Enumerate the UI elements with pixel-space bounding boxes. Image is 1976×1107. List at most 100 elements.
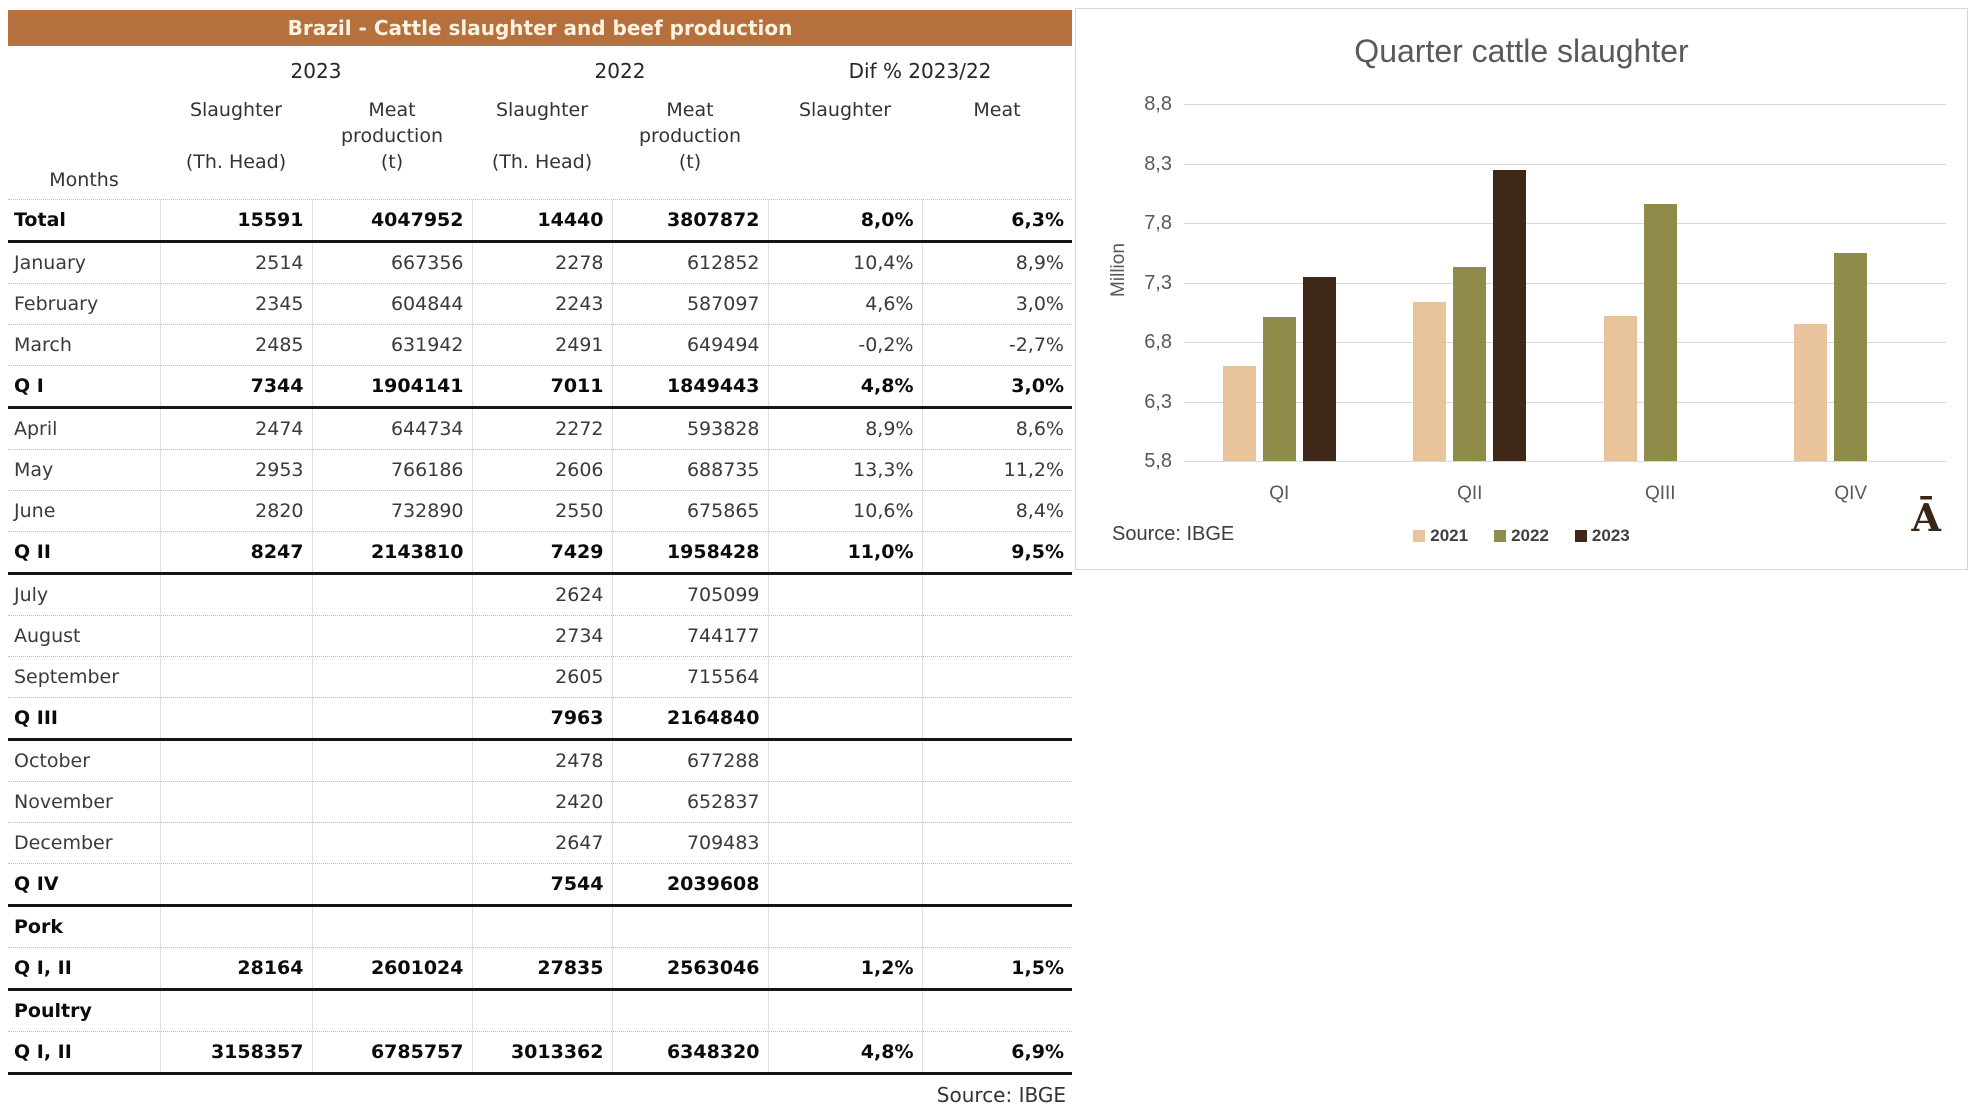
value-cell: 2491 xyxy=(472,324,613,366)
table-row: June 2820 732890 2550 675865 10,6% 8,4% xyxy=(8,490,1072,532)
gridline xyxy=(1184,163,1946,165)
value-cell: 11,2% xyxy=(922,449,1072,491)
value-cell xyxy=(922,905,1072,948)
value-cell xyxy=(922,697,1072,741)
watermark-a-glyph: Ā xyxy=(1911,495,1941,540)
row-label: June xyxy=(8,490,161,532)
value-cell: 744177 xyxy=(612,615,769,657)
value-cell xyxy=(922,863,1072,907)
value-cell: 10,4% xyxy=(768,241,923,284)
chart-panel: Quarter cattle slaughter Million QI QII QI… xyxy=(1075,8,1968,570)
value-cell: 10,6% xyxy=(768,490,923,532)
value-cell: 688735 xyxy=(612,449,769,491)
value-cell xyxy=(768,905,923,948)
dif-slaughter-header: Slaughter xyxy=(768,89,922,200)
bar-2023-QI xyxy=(1302,277,1336,461)
value-cell: 2039608 xyxy=(612,863,769,907)
row-label: Total xyxy=(8,199,161,243)
value-cell xyxy=(160,863,313,907)
value-cell xyxy=(768,989,923,1032)
value-cell: 604844 xyxy=(312,283,473,325)
value-cell: 587097 xyxy=(612,283,769,325)
value-cell: 11,0% xyxy=(768,531,923,575)
value-cell xyxy=(612,989,769,1032)
year-2022-header: 2022 xyxy=(594,59,646,83)
value-cell: 675865 xyxy=(612,490,769,532)
value-cell: 1849443 xyxy=(612,365,769,409)
value-cell: 7544 xyxy=(472,863,613,907)
value-cell: 6,9% xyxy=(922,1031,1072,1075)
table-row: September 2605 715564 xyxy=(8,656,1072,698)
row-label: Q I, II xyxy=(8,947,161,991)
value-cell: 2953 xyxy=(160,449,313,491)
value-cell xyxy=(922,573,1072,616)
table-row: May 2953 766186 2606 688735 13,3% 11,2% xyxy=(8,449,1072,491)
value-cell: 2606 xyxy=(472,449,613,491)
year-2023-header: 2023 xyxy=(290,59,342,83)
y-tick-label: 6,8 xyxy=(1144,331,1172,353)
value-cell: 649494 xyxy=(612,324,769,366)
y-tick-label: 6,3 xyxy=(1144,390,1172,413)
chart-title: Quarter cattle slaughter xyxy=(1354,33,1689,69)
column-header-row: Months Slaughter (Th. Head) Meat product… xyxy=(8,89,1072,200)
value-cell xyxy=(922,822,1072,864)
table-row: October 2478 677288 xyxy=(8,739,1072,782)
value-cell xyxy=(312,822,473,864)
row-label: October xyxy=(8,739,161,782)
value-cell: 2143810 xyxy=(312,531,473,575)
empty-header-cell xyxy=(8,46,160,89)
value-cell: 3,0% xyxy=(922,283,1072,325)
value-cell: 3158357 xyxy=(160,1031,313,1075)
value-cell xyxy=(768,656,923,698)
value-cell: 3,0% xyxy=(922,365,1072,409)
value-cell: 2563046 xyxy=(612,947,769,991)
production-table: 2023 2022 Dif % 2023/22 Months Slaughter… xyxy=(8,46,1072,1075)
gridline xyxy=(1184,223,1946,224)
table-row: January 2514 667356 2278 612852 10,4% 8,9% xyxy=(8,241,1072,284)
chart-source: Source: IBGE xyxy=(1112,523,1235,545)
value-cell: 2605 xyxy=(472,656,613,698)
value-cell: 2647 xyxy=(472,822,613,864)
bar-2023-QII xyxy=(1493,169,1527,461)
meat-production-2023-header: Meat production (t) xyxy=(312,89,472,200)
row-label: May xyxy=(8,449,161,491)
value-cell xyxy=(922,615,1072,657)
y-axis-title: Million xyxy=(1108,243,1129,297)
value-cell: 14440 xyxy=(472,199,613,243)
bar-2022-QI xyxy=(1262,316,1296,461)
value-cell: 4,8% xyxy=(768,365,923,409)
value-cell: 2820 xyxy=(160,490,313,532)
value-cell xyxy=(160,697,313,741)
value-cell: 766186 xyxy=(312,449,473,491)
row-label: December xyxy=(8,822,161,864)
bar-2021-QI xyxy=(1222,365,1256,461)
gridline xyxy=(1184,342,1946,343)
value-cell xyxy=(160,615,313,657)
value-cell: 1,5% xyxy=(922,947,1072,991)
table-row: Total 15591 4047952 14440 3807872 8,0% 6,3% xyxy=(8,199,1072,243)
legend-swatch-icon xyxy=(1494,530,1507,542)
value-cell xyxy=(160,905,313,948)
value-cell: 709483 xyxy=(612,822,769,864)
table-row: July 2624 705099 xyxy=(8,573,1072,616)
chart-legend: 2021 2022 2023 xyxy=(1076,526,1967,546)
bar-2021-QIV xyxy=(1794,324,1828,461)
row-label: Q I xyxy=(8,365,161,409)
value-cell: 4,6% xyxy=(768,283,923,325)
value-cell: 667356 xyxy=(312,241,473,284)
value-cell: 2550 xyxy=(472,490,613,532)
value-cell: 6348320 xyxy=(612,1031,769,1075)
slaughter-2022-header: Slaughter (Th. Head) xyxy=(472,89,612,200)
year-header-row: 2023 2022 Dif % 2023/22 xyxy=(8,46,1072,89)
row-label: August xyxy=(8,615,161,657)
value-cell: 3807872 xyxy=(612,199,769,243)
value-cell xyxy=(312,739,473,782)
value-cell xyxy=(312,989,473,1032)
value-cell: 27835 xyxy=(472,947,613,991)
row-label: Q II xyxy=(8,531,161,575)
legend-label: 2022 xyxy=(1511,526,1549,545)
value-cell xyxy=(768,739,923,782)
production-table-section: Brazil - Cattle slaughter and beef produ… xyxy=(8,10,1072,1107)
legend-item-2022: 2022 xyxy=(1494,526,1549,546)
value-cell: 2345 xyxy=(160,283,313,325)
